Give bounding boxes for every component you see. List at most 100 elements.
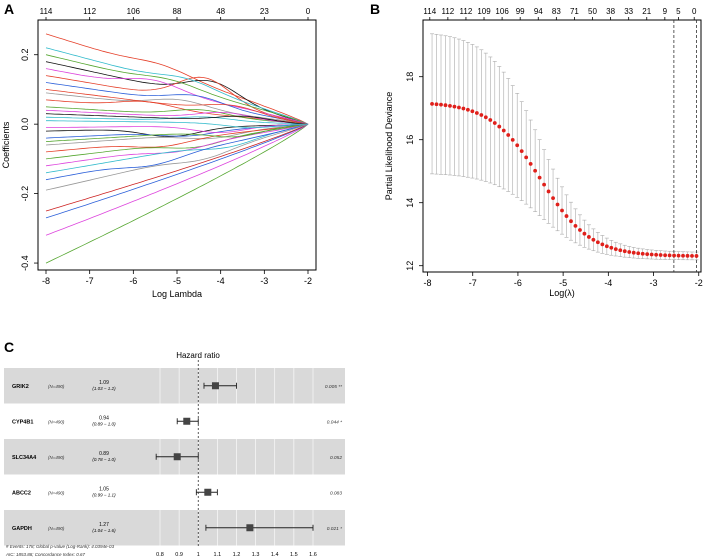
coefficient-path (45, 123, 309, 146)
hazard-ratio-marker (246, 524, 254, 532)
deviance-point (560, 208, 564, 213)
coefficient-path (45, 92, 309, 125)
top-tick-label-a: 48 (216, 7, 225, 16)
x-axis-label-b: Log(λ) (549, 288, 575, 298)
optimal-lambda-lines (673, 20, 697, 272)
deviance-point (465, 107, 470, 112)
x-tick-label-b: -7 (469, 278, 477, 288)
top-tick-label-b: 21 (642, 7, 651, 16)
confidence-interval: (0.78 − 1.0) (92, 457, 116, 462)
coefficient-path (45, 123, 309, 212)
top-tick-label-b: 109 (477, 7, 491, 16)
coefficient-path (45, 109, 309, 125)
deviance-point (497, 124, 502, 129)
coefficient-path (45, 106, 309, 125)
gene-label: SLC34A4 (12, 455, 37, 461)
coefficient-path (45, 123, 309, 236)
x-tick-label-a: -7 (86, 276, 94, 286)
deviance-point (443, 103, 448, 108)
top-tick-label-a: 112 (83, 7, 96, 16)
x-tick-label-a: -8 (42, 276, 50, 286)
deviance-point (483, 115, 488, 120)
coefficient-path (45, 123, 309, 191)
deviance-point (448, 103, 452, 108)
forest-rows: GRIK2 (N=490) 1.09(1.03 − 1.2) 0.005 ** CYP4… (4, 368, 345, 546)
x-tick-label-a: -5 (173, 276, 181, 286)
hazard-ratio-marker (183, 417, 191, 425)
x-axis-label-a: Log Lambda (152, 289, 202, 299)
p-value: 0.021 * (327, 526, 342, 532)
coefficient-path (45, 116, 309, 125)
forest-title: Hazard ratio (176, 351, 220, 360)
deviance-point (604, 244, 609, 249)
deviance-point (690, 254, 694, 258)
deviance-point (609, 245, 614, 250)
deviance-point (663, 253, 668, 258)
error-bars (430, 33, 699, 261)
forest-x-tick-label: 1.6 (309, 552, 317, 558)
deviance-point (474, 111, 479, 115)
plot-frame-a (37, 19, 317, 271)
top-tick-label-b: 99 (516, 7, 525, 16)
gene-label: ABCC2 (12, 490, 31, 496)
panel-label-a: A (4, 1, 14, 17)
coefficient-path (45, 89, 309, 125)
deviance-point (676, 253, 681, 258)
sample-size-label: (N=490) (48, 526, 65, 531)
deviance-point (515, 143, 520, 148)
top-tick-label-b: 112 (441, 7, 454, 16)
coefficient-path-chart: -8 -7 -6 -5 -4 -3 -2 -0.4 -0.2 0.0 0.2 114 112 106 88 4… (1, 7, 317, 299)
x-tick-label-a: -3 (260, 276, 268, 286)
sample-size-label: (N=490) (48, 490, 65, 495)
deviance-point (439, 102, 443, 107)
y-tick-label-a: 0.2 (20, 48, 30, 61)
top-tick-label-b: 0 (692, 7, 697, 16)
deviance-point (510, 138, 515, 142)
gene-label: CYP4B1 (12, 419, 33, 425)
forest-x-tick-label: 1 (197, 552, 200, 558)
top-tick-label-b: 114 (423, 7, 436, 16)
coefficient-path (45, 123, 309, 264)
deviance-point (672, 253, 676, 258)
deviance-point (501, 128, 506, 133)
coefficient-path (45, 123, 309, 181)
deviance-point (591, 237, 596, 242)
coefficient-path (45, 54, 309, 125)
deviance-points (430, 101, 699, 258)
y-tick-label-a: 0.0 (20, 118, 30, 131)
top-tick-label-b: 33 (624, 7, 633, 16)
gene-label: GRIK2 (12, 384, 29, 390)
top-tick-label-a: 106 (127, 7, 141, 16)
hazard-ratio-value: 1.09 (99, 380, 109, 386)
top-tick-label-a: 114 (40, 7, 53, 16)
confidence-interval: (1.03 − 1.2) (92, 386, 116, 391)
x-tick-label-b: -3 (650, 278, 658, 288)
top-tick-label-b: 50 (588, 7, 597, 16)
x-tick-label-b: -4 (604, 278, 612, 288)
deviance-point (600, 242, 605, 247)
x-tick-label-b: -6 (514, 278, 522, 288)
deviance-point (649, 252, 654, 257)
deviance-point (681, 253, 685, 258)
x-tick-label-b: -2 (695, 278, 703, 288)
deviance-point (564, 214, 569, 218)
y-tick-label-b: 18 (405, 72, 415, 82)
forest-x-tick-label: 1.5 (290, 552, 298, 558)
p-value: 0.044 * (327, 419, 342, 425)
deviance-point (587, 235, 591, 239)
top-tick-label-b: 94 (534, 7, 543, 16)
deviance-point (578, 228, 582, 232)
hazard-ratio-forest-plot: Hazard ratio GRIK2 (N=490) 1.09(1.03 − 1.2… (4, 351, 345, 558)
top-tick-label-b: 71 (570, 7, 579, 16)
top-tick-label-b: 106 (495, 7, 509, 16)
deviance-point (595, 240, 600, 245)
top-tick-label-b: 38 (606, 7, 615, 16)
coefficient-path (46, 120, 308, 128)
hazard-ratio-marker (173, 453, 181, 461)
top-tick-label-b: 9 (663, 7, 668, 16)
x-tick-label-b: -5 (559, 278, 567, 288)
y-axis-label-a: Coefficients (1, 121, 11, 168)
deviance-point (461, 106, 466, 111)
